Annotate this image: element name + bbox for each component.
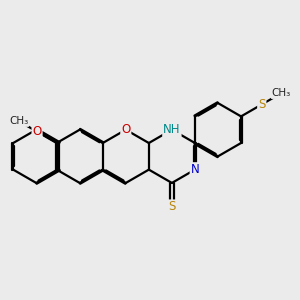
Text: CH₃: CH₃ bbox=[272, 88, 291, 98]
Text: S: S bbox=[258, 98, 266, 111]
Text: O: O bbox=[32, 125, 42, 138]
Text: CH₃: CH₃ bbox=[9, 116, 28, 126]
Text: N: N bbox=[190, 163, 199, 176]
Text: S: S bbox=[168, 200, 175, 213]
Text: O: O bbox=[121, 123, 130, 136]
Text: NH: NH bbox=[163, 123, 181, 136]
